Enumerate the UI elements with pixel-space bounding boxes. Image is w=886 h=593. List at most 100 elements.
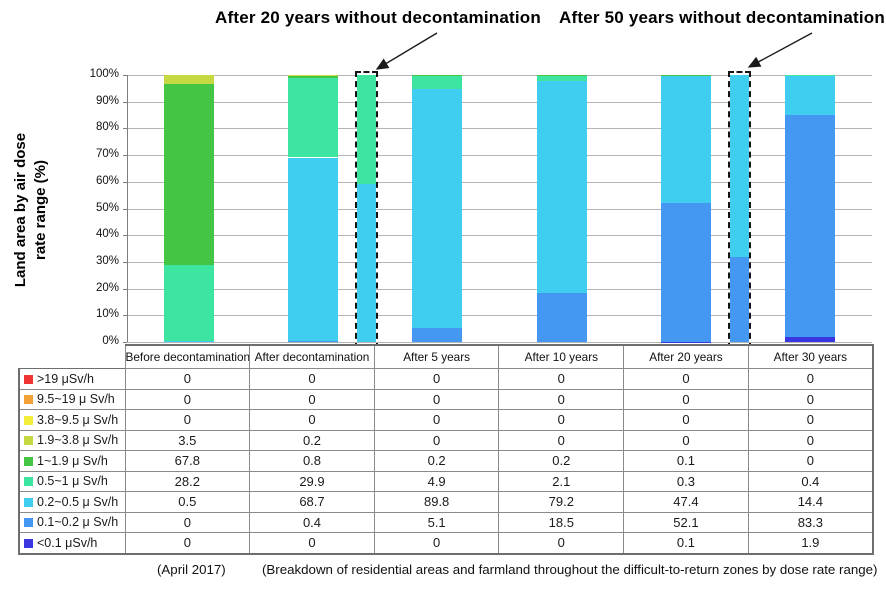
bar-segment — [784, 114, 835, 337]
row-label: <0.1 μSv/h — [18, 532, 126, 555]
table-value-cell: 3.5 — [124, 429, 251, 451]
row-label: 3.8~9.5 μ Sv/h — [18, 409, 126, 431]
y-axis-tick-label: 40% — [95, 228, 119, 241]
table-row: 0.2~0.5 μ Sv/h 0.5 68.7 89.8 79.2 47.4 14.4 — [18, 491, 874, 513]
gridline — [127, 315, 872, 317]
y-axis-tick — [123, 75, 127, 76]
row-label-text: 3.8~9.5 μ Sv/h — [37, 412, 119, 427]
legend-swatch-icon — [24, 436, 33, 446]
table-value-cell: 0 — [373, 429, 500, 451]
bar-segment — [164, 84, 215, 266]
table-value-cell: 0 — [124, 409, 251, 431]
column-header: After 10 years — [498, 344, 625, 369]
table-value-cell: 0 — [249, 532, 375, 555]
table-value-cell: 0 — [623, 388, 749, 410]
table-value-cell: 0.4 — [747, 470, 874, 492]
gridline — [127, 75, 872, 76]
table-value-cell: 0 — [124, 368, 251, 390]
y-axis-tick-label: 20% — [95, 281, 119, 294]
gridline — [127, 261, 872, 263]
table-row: 0.1~0.2 μ Sv/h 0 0.4 5.1 18.5 52.1 83.3 — [18, 511, 874, 533]
annotation-after-20-years: After 20 years without decontamination — [215, 8, 541, 27]
bar-segment — [288, 75, 339, 76]
bar-segment — [164, 265, 215, 341]
legend-swatch-icon — [24, 456, 33, 466]
row-label-text: <0.1 μSv/h — [37, 535, 98, 550]
table-value-cell: 83.3 — [747, 511, 874, 533]
column-header: After 5 years — [373, 344, 500, 369]
bar-segment — [288, 340, 339, 342]
column-header: After 30 years — [747, 344, 874, 369]
bar-segment — [536, 75, 587, 82]
table-value-cell: 28.2 — [124, 470, 251, 492]
reference-bar-segment — [357, 75, 377, 185]
table-value-cell: 0 — [373, 368, 500, 390]
table-value-cell: 0 — [249, 388, 375, 410]
row-label-text: 0.5~1 μ Sv/h — [37, 474, 108, 489]
gridline — [127, 288, 872, 290]
reference-bar-dashed — [727, 71, 751, 349]
table-value-cell: 5.1 — [373, 511, 500, 533]
row-label: 1~1.9 μ Sv/h — [18, 450, 126, 472]
reference-bar-segment — [729, 75, 749, 257]
y-axis-tick — [123, 181, 127, 183]
row-label: >19 μSv/h — [18, 368, 126, 390]
gridline — [127, 155, 872, 157]
y-axis-title-line1: Land area by air dose — [12, 132, 29, 288]
row-label-text: 0.1~0.2 μ Sv/h — [37, 515, 119, 530]
legend-swatch-icon — [24, 538, 33, 548]
arrow-to-20yr-bar — [375, 32, 438, 70]
gridline — [127, 235, 872, 237]
row-label: 0.5~1 μ Sv/h — [18, 470, 126, 492]
column-header: Before decontamination — [124, 344, 251, 369]
table-value-cell: 0.8 — [249, 450, 375, 472]
table-value-cell: 0 — [498, 409, 625, 431]
y-axis-title-line2: rate range (%) — [32, 159, 50, 261]
table-value-cell: 47.4 — [623, 491, 749, 513]
reference-bar-dashed — [355, 71, 379, 349]
bar-segment — [660, 75, 711, 77]
table-value-cell: 0 — [249, 368, 375, 390]
table-value-cell: 0.2 — [373, 450, 500, 472]
arrow-to-50yr-bar — [747, 32, 813, 68]
bar-segment — [412, 75, 463, 89]
bar-segment — [288, 77, 339, 158]
legend-swatch-icon — [24, 477, 33, 487]
table-value-cell: 0 — [623, 429, 749, 451]
bar-segment — [412, 88, 463, 329]
bar-segment — [164, 340, 215, 342]
y-axis-tick-label: 80% — [95, 121, 119, 134]
legend-swatch-icon — [24, 374, 33, 384]
gridline — [127, 128, 872, 130]
row-label: 1.9~3.8 μ Sv/h — [18, 429, 126, 451]
y-axis-tick — [123, 208, 127, 210]
y-axis-tick — [123, 342, 127, 343]
table-value-cell: 0.5 — [124, 491, 251, 513]
y-axis-tick-label: 60% — [95, 174, 119, 187]
annotation-after-50-years: After 50 years without decontamination — [559, 8, 885, 27]
table-value-cell: 52.1 — [623, 511, 749, 533]
y-axis-tick-label: 70% — [95, 148, 119, 161]
table-value-cell: 29.9 — [249, 470, 375, 492]
bar-segment — [536, 292, 587, 342]
gridline — [127, 342, 872, 343]
table-value-cell: 89.8 — [373, 491, 500, 513]
y-axis-tick-label: 30% — [95, 254, 119, 267]
column-header: After 20 years — [623, 344, 749, 369]
y-axis-tick — [123, 101, 127, 103]
y-axis-line — [127, 75, 128, 342]
row-label-text: >19 μSv/h — [37, 371, 94, 386]
table-value-cell: 0 — [124, 388, 251, 410]
table-value-cell: 0 — [373, 409, 500, 431]
table-value-cell: 0.2 — [249, 429, 375, 451]
row-label: 9.5~19 μ Sv/h — [18, 388, 126, 410]
bar-segment — [660, 76, 711, 203]
table-value-cell: 0.1 — [623, 450, 749, 472]
table-value-cell: 0 — [124, 532, 251, 555]
reference-bar-segment — [357, 184, 377, 342]
y-axis-tick — [123, 315, 127, 317]
bar-segment — [536, 81, 587, 293]
table-value-cell: 0.4 — [249, 511, 375, 533]
table-row: <0.1 μSv/h 0 0 0 0 0.1 1.9 — [18, 532, 874, 555]
data-table: Before decontamination After decontaminat… — [18, 344, 874, 555]
